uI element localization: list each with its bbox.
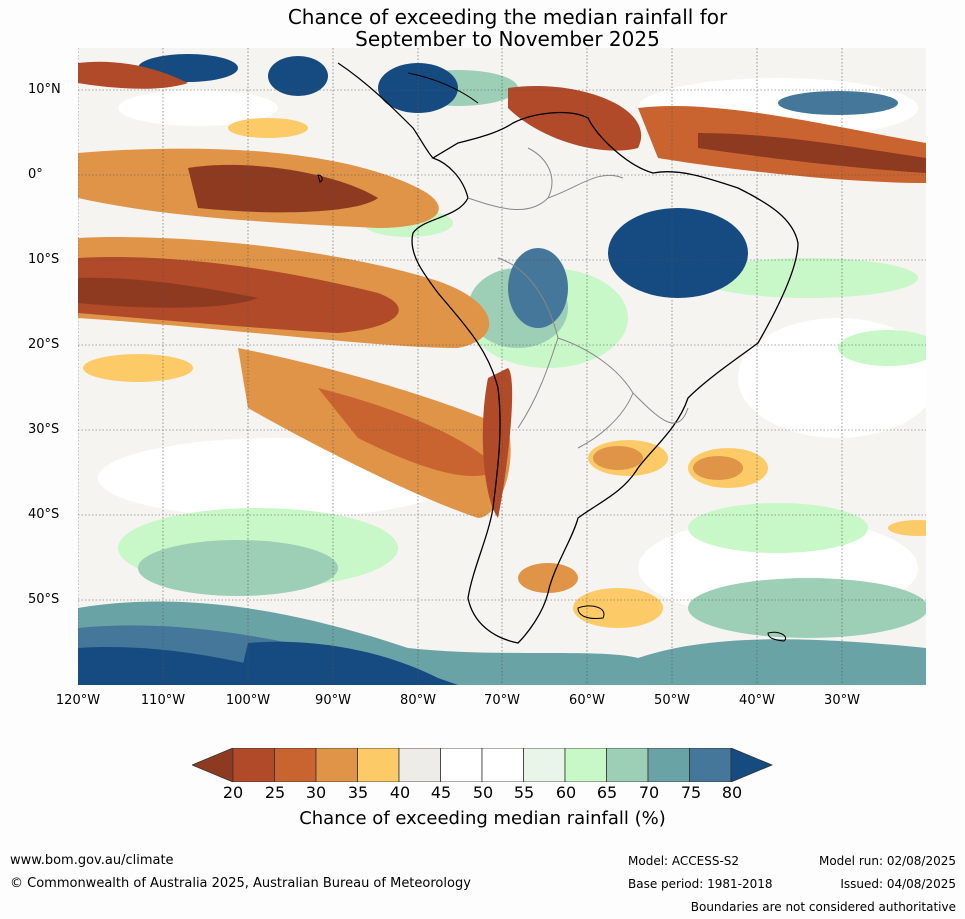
colorbar-tick-30: 30 [305,783,327,802]
lon-label-110w: 110°W [140,693,186,708]
map-title-line2: September to November 2025 [355,27,660,51]
colorbar-tick-20: 20 [222,783,244,802]
colorbar-box [274,748,317,782]
lat-label-30s: 30°S [28,422,60,437]
colorbar-box [606,748,649,782]
colorbar-arrow-low [192,748,234,782]
footer-issued: Issued: 04/08/2025 [840,877,956,891]
colorbar-tick-60: 60 [555,783,577,802]
lon-label-90w: 90°W [315,693,351,708]
lat-label-0: 0° [28,167,43,182]
colorbar-box [647,748,690,782]
colorbar-box [689,748,732,782]
lat-label-50s: 50°S [28,592,60,607]
colorbar-tick-25: 25 [264,783,286,802]
lon-label-30w: 30°W [824,693,860,708]
colorbar-tick-40: 40 [389,783,411,802]
lat-label-20s: 20°S [28,337,60,352]
colorbar-tick-45: 45 [430,783,452,802]
colorbar [192,748,774,782]
lon-label-120w: 120°W [55,693,101,708]
rainfall-map [78,48,926,685]
lon-label-100w: 100°W [225,693,271,708]
colorbar-box [440,748,483,782]
colorbar-tick-80: 80 [721,783,743,802]
colorbar-tick-55: 55 [513,783,535,802]
footer-disclaimer: Boundaries are not considered authoritat… [690,900,956,914]
lat-label-10s: 10°S [28,252,60,267]
lon-label-80w: 80°W [400,693,436,708]
footer-model-run: Model run: 02/08/2025 [818,854,956,868]
colorbar-box [315,748,358,782]
footer-copyright: © Commonwealth of Australia 2025, Austra… [10,876,471,891]
colorbar-box [523,748,566,782]
colorbar-box [481,748,524,782]
colorbar-tick-65: 65 [596,783,618,802]
lat-label-40s: 40°S [28,507,60,522]
colorbar-box [398,748,441,782]
footer-model: Model: ACCESS-S2 [628,854,740,868]
lat-label-10n: 10°N [28,82,61,97]
colorbar-arrow-high [730,748,774,782]
colorbar-tick-70: 70 [638,783,660,802]
lon-label-70w: 70°W [484,693,520,708]
lon-label-50w: 50°W [654,693,690,708]
lon-label-60w: 60°W [569,693,605,708]
colorbar-box [232,748,275,782]
lon-label-40w: 40°W [739,693,775,708]
footer-url[interactable]: www.bom.gov.au/climate [10,853,174,868]
colorbar-box [357,748,400,782]
footer-base-period: Base period: 1981-2018 [628,877,773,891]
map-title-line1: Chance of exceeding the median rainfall … [287,5,728,29]
colorbar-tick-75: 75 [680,783,702,802]
colorbar-label: Chance of exceeding median rainfall (%) [299,808,666,829]
colorbar-tick-50: 50 [472,783,494,802]
colorbar-box [564,748,607,782]
colorbar-tick-35: 35 [347,783,369,802]
